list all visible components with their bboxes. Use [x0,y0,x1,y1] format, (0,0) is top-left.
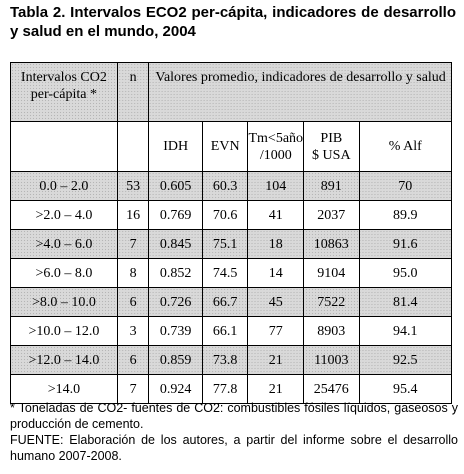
subheader-cell: EVN [201,121,249,172]
data-cell: 66.7 [201,287,249,317]
data-cell: 70.6 [201,200,249,230]
data-cell: >8.0 – 10.0 [10,287,118,317]
data-cell: 11003 [303,345,360,375]
data-cell: 0.924 [148,374,203,404]
data-row: 0.0 – 2.0 53 0.605 60.3 104 891 70 [10,171,453,201]
data-cell: 95.4 [358,374,453,404]
subheader-cell: IDH [148,121,203,172]
footnote: * Toneladas de CO2- fuentes de CO2: comb… [10,401,458,431]
data-cell: 77.8 [201,374,249,404]
data-cell: 18 [247,229,305,259]
data-cell: >14.0 [10,374,118,404]
data-cell: 77 [247,316,305,346]
data-cell: 0.845 [148,229,203,259]
data-cell: 53 [116,171,150,201]
data-cell: 7 [116,374,150,404]
data-cell: 0.0 – 2.0 [10,171,118,201]
data-row: >4.0 – 6.0 7 0.845 75.1 18 10863 91.6 [10,229,453,259]
data-cell: 0.605 [148,171,203,201]
data-table: Intervalos CO2 per-cápita * n Valores prom… [10,62,453,404]
data-row: >14.0 7 0.924 77.8 21 25476 95.4 [10,374,453,404]
subheader-cell: PIB $ USA [303,121,360,172]
data-cell: >12.0 – 14.0 [10,345,118,375]
data-row: >2.0 – 4.0 16 0.769 70.6 41 2037 89.9 [10,200,453,230]
data-row: >10.0 – 12.0 3 0.739 66.1 77 8903 94.1 [10,316,453,346]
data-cell: 0.769 [148,200,203,230]
data-cell: 16 [116,200,150,230]
data-cell: 10863 [303,229,360,259]
data-cell: 95.0 [358,258,453,288]
data-row: >6.0 – 8.0 8 0.852 74.5 14 9104 95.0 [10,258,453,288]
data-cell: 7522 [303,287,360,317]
data-cell: 0.859 [148,345,203,375]
header-row: Intervalos CO2 per-cápita * n Valores prom… [10,62,452,122]
header-cell: n [116,62,150,122]
subheader-cell: Tm<5año /1000 [247,121,305,172]
data-cell: 81.4 [358,287,453,317]
empty-cell [116,121,150,172]
data-cell: 89.9 [358,200,453,230]
table-body: Intervalos CO2 per-cápita * n Valores prom… [10,62,453,404]
data-cell: 2037 [303,200,360,230]
footnotes: * Toneladas de CO2- fuentes de CO2: comb… [10,400,458,464]
data-cell: >4.0 – 6.0 [10,229,118,259]
data-cell: 60.3 [201,171,249,201]
data-cell: 92.5 [358,345,453,375]
data-cell: >6.0 – 8.0 [10,258,118,288]
empty-cell [10,121,118,172]
data-cell: 70 [358,171,453,201]
data-cell: 73.8 [201,345,249,375]
data-cell: 0.726 [148,287,203,317]
table-title: Tabla 2. Intervalos ECO2 per-cápita, ind… [10,4,456,40]
header-cell: Intervalos CO2 per-cápita * [10,62,118,122]
data-cell: 74.5 [201,258,249,288]
data-cell: 21 [247,345,305,375]
data-cell: 21 [247,374,305,404]
data-cell: 25476 [303,374,360,404]
data-cell: 6 [116,287,150,317]
data-cell: 0.739 [148,316,203,346]
data-cell: 0.852 [148,258,203,288]
data-cell: 41 [247,200,305,230]
subheader-row: IDH EVN Tm<5año /1000 PIB $ USA% Alf [10,121,453,172]
footnote: FUENTE: Elaboración de los autores, a pa… [10,433,458,463]
data-cell: 94.1 [358,316,453,346]
data-cell: >10.0 – 12.0 [10,316,118,346]
data-cell: 45 [247,287,305,317]
data-cell: 6 [116,345,150,375]
header-cell: Valores promedio, indicadores de desarro… [148,62,452,122]
data-cell: >2.0 – 4.0 [10,200,118,230]
data-cell: 66.1 [201,316,249,346]
subheader-cell: % Alf [358,121,453,172]
data-cell: 14 [247,258,305,288]
data-row: >8.0 – 10.0 6 0.726 66.7 45 7522 81.4 [10,287,453,317]
data-cell: 891 [303,171,360,201]
data-cell: 8903 [303,316,360,346]
data-cell: 75.1 [201,229,249,259]
data-cell: 7 [116,229,150,259]
data-cell: 91.6 [358,229,453,259]
data-cell: 8 [116,258,150,288]
data-cell: 104 [247,171,305,201]
data-row: >12.0 – 14.0 6 0.859 73.8 21 11003 92.5 [10,345,453,375]
data-cell: 9104 [303,258,360,288]
data-cell: 3 [116,316,150,346]
